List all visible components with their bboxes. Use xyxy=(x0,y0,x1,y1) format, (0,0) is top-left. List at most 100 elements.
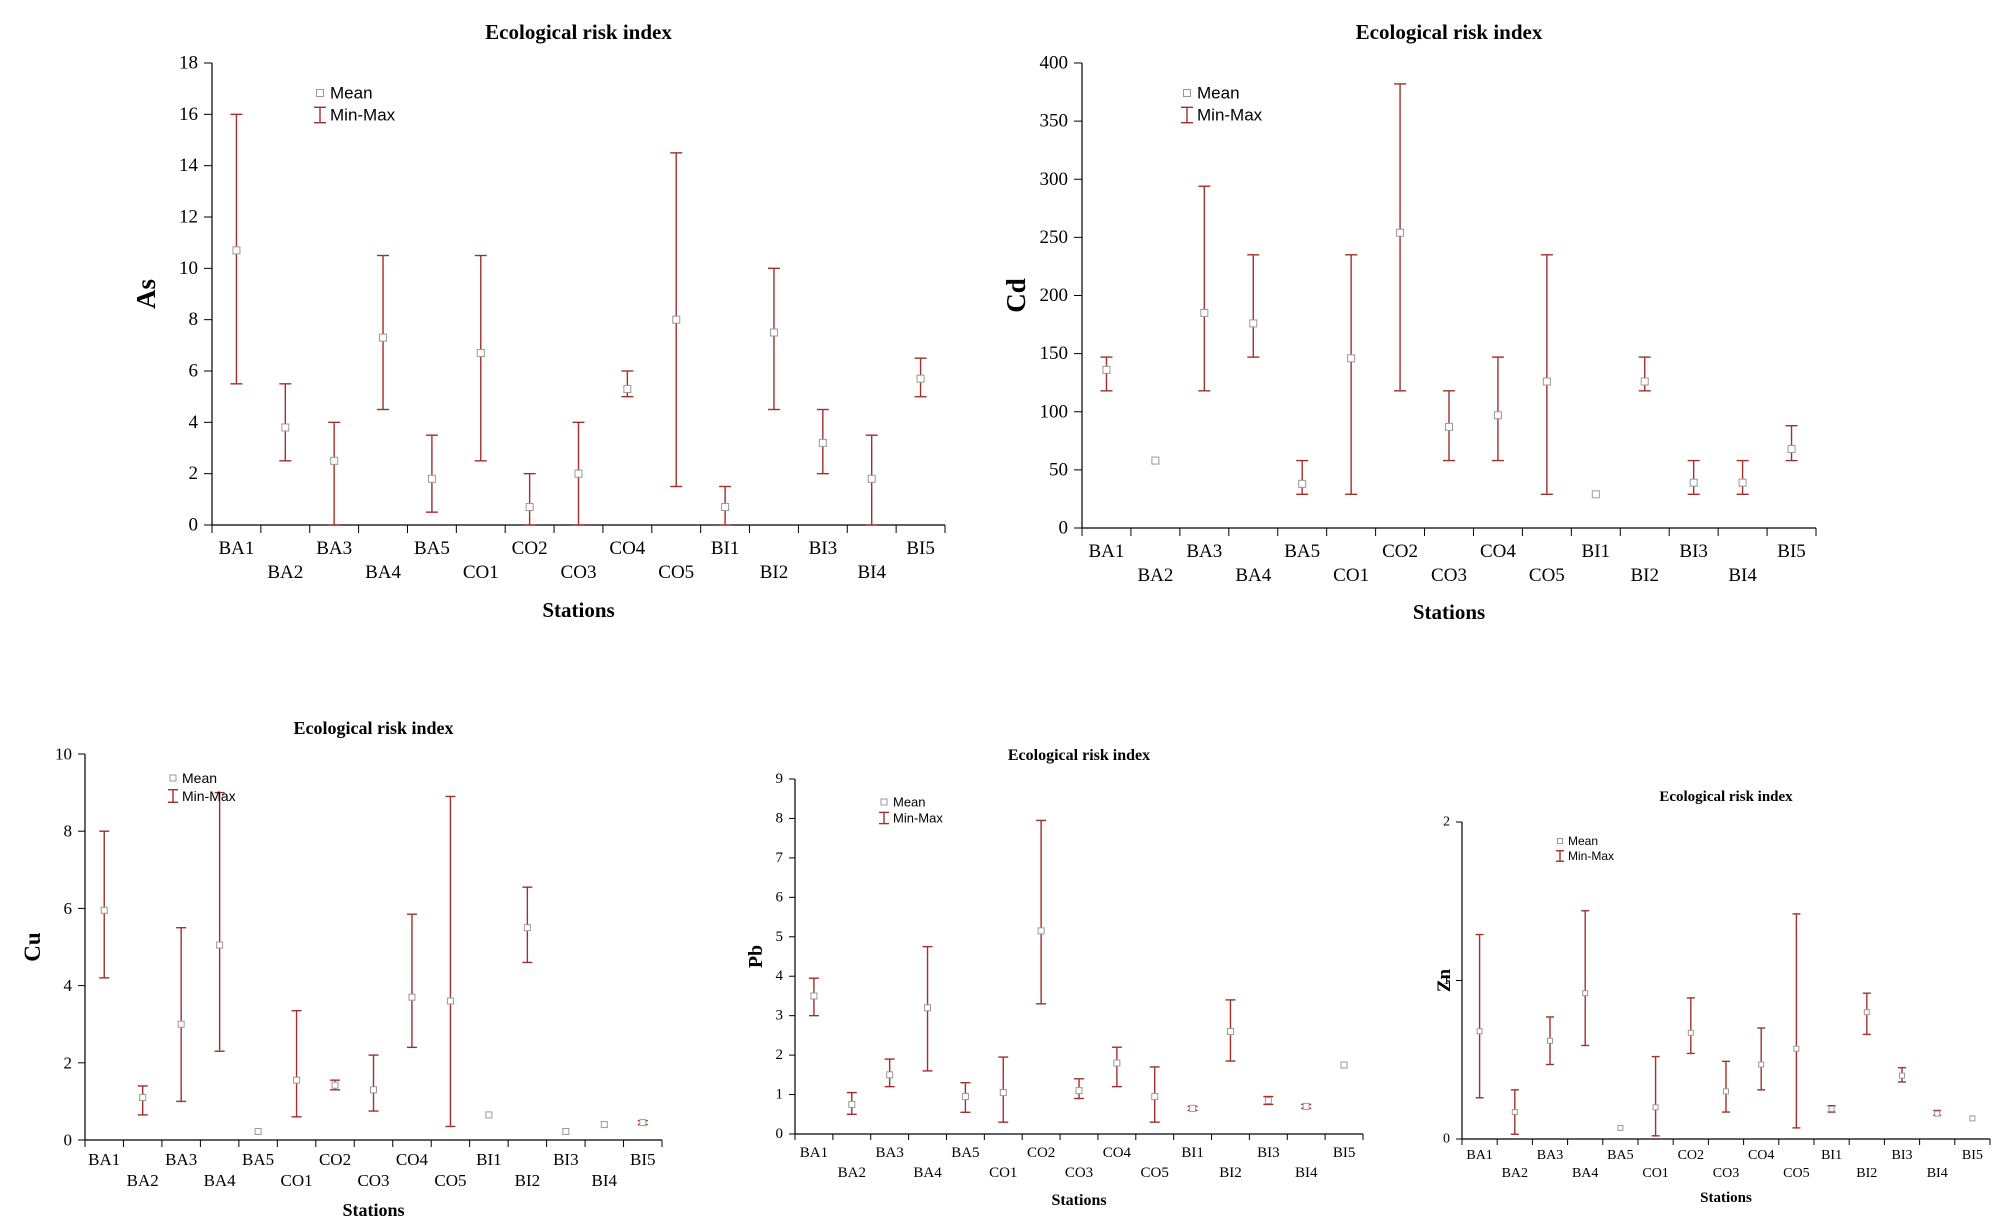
zn-mean-point-bi3 xyxy=(1899,1072,1905,1079)
zn-mean-point-bi5 xyxy=(1969,1115,1976,1122)
cu-category-label-ba5: BA5 xyxy=(242,1150,274,1169)
pb-category-label-co2: CO2 xyxy=(1027,1145,1055,1161)
cd-legend-minmax-label: Min-Max xyxy=(1197,106,1263,125)
as-category-label-bi1: BI1 xyxy=(711,538,740,559)
cd-category-label-bi2: BI2 xyxy=(1630,565,1659,586)
pb-category-label-bi2: BI2 xyxy=(1219,1165,1242,1181)
as-category-label-ba4: BA4 xyxy=(365,562,401,583)
cu-mean-point-bi5 xyxy=(639,1119,647,1127)
as-legend-minmax-label: Min-Max xyxy=(330,106,396,125)
zn-category-label-ba4: BA4 xyxy=(1572,1166,1598,1181)
cu-category-label-co1: CO1 xyxy=(281,1171,313,1190)
cu-mean-point-ba5 xyxy=(254,1128,262,1136)
cu-y-tick-label: 2 xyxy=(64,1053,73,1072)
as-mean-point-ba2 xyxy=(281,423,290,432)
as-category-label-co1: CO1 xyxy=(463,562,499,583)
cd-mean-point-bi4 xyxy=(1738,478,1747,487)
cd-mean-point-ba1 xyxy=(1102,365,1111,374)
cu-category-label-bi2: BI2 xyxy=(515,1171,541,1190)
pb-category-label-bi4: BI4 xyxy=(1295,1165,1318,1181)
as-chart-panel: Ecological risk index 0 2 4 6 8 10 12 14 16 18 BA1 B… xyxy=(131,20,946,622)
cu-category-label-bi1: BI1 xyxy=(476,1150,502,1169)
cd-category-label-co1: CO1 xyxy=(1333,565,1369,586)
zn-category-label-co1: CO1 xyxy=(1642,1166,1668,1181)
zn-x-axis-label: Stations xyxy=(1700,1190,1752,1206)
cu-y-axis-label: Cu xyxy=(20,932,45,962)
pb-mean-point-co1 xyxy=(999,1089,1007,1097)
cu-legend-mean-label: Mean xyxy=(182,770,217,786)
pb-y-axis-label: Pb xyxy=(745,945,767,968)
cd-category-label-co5: CO5 xyxy=(1529,565,1565,586)
zn-category-label-bi1: BI1 xyxy=(1821,1148,1842,1163)
cd-legend-mean-label: Mean xyxy=(1197,84,1240,103)
zn-category-label-co2: CO2 xyxy=(1678,1148,1704,1163)
cu-category-label-co2: CO2 xyxy=(319,1150,351,1169)
cu-y-tick-label: 0 xyxy=(64,1131,73,1150)
cd-category-label-co2: CO2 xyxy=(1382,541,1418,562)
as-category-label-bi4: BI4 xyxy=(857,562,886,583)
as-category-label-bi2: BI2 xyxy=(760,562,789,583)
zn-mean-point-ba3 xyxy=(1547,1037,1553,1044)
zn-y-tick-label: 0 xyxy=(1443,1132,1450,1147)
pb-y-tick-label: 7 xyxy=(776,850,784,866)
cd-mean-point-bi5 xyxy=(1787,444,1796,453)
cu-chart-title: Ecological risk index xyxy=(293,718,453,738)
cu-mean-point-co2 xyxy=(331,1081,339,1089)
cu-mean-point-bi2 xyxy=(523,924,531,932)
pb-legend-mean-label: Mean xyxy=(893,795,926,810)
zn-category-label-co3: CO3 xyxy=(1713,1166,1739,1181)
pb-category-label-co5: CO5 xyxy=(1141,1165,1169,1181)
zn-mean-point-ba4 xyxy=(1582,990,1589,997)
pb-y-tick-label: 6 xyxy=(776,889,784,905)
as-y-tick-label: 16 xyxy=(179,104,198,125)
pb-mean-point-co3 xyxy=(1075,1087,1083,1095)
cu-legend-mean-marker xyxy=(169,774,177,782)
cu-category-label-ba2: BA2 xyxy=(127,1171,159,1190)
cu-y-tick-label: 10 xyxy=(55,745,72,764)
zn-legend-mean-marker xyxy=(1557,838,1563,844)
as-category-label-ba5: BA5 xyxy=(414,538,450,559)
pb-y-tick-label: 2 xyxy=(776,1047,784,1063)
zn-mean-point-ba5 xyxy=(1617,1124,1624,1131)
pb-mean-point-ba2 xyxy=(848,1100,856,1108)
cd-mean-point-co1 xyxy=(1347,354,1356,363)
zn-legend-minmax-label: Min-Max xyxy=(1568,849,1614,863)
pb-chart-title: Ecological risk index xyxy=(1008,747,1150,764)
cd-mean-point-co2 xyxy=(1396,228,1405,237)
zn-category-label-ba3: BA3 xyxy=(1537,1148,1563,1163)
cd-category-label-bi4: BI4 xyxy=(1728,565,1757,586)
zn-chart-panel: Ecological risk index 0 1 2 BA1 BA2 BA3 BA4 BA5 C… xyxy=(1434,789,1991,1206)
zn-category-label-ba5: BA5 xyxy=(1607,1148,1633,1163)
cu-mean-point-co1 xyxy=(293,1076,301,1084)
zn-y-tick-label: 1 xyxy=(1443,973,1450,988)
cd-y-tick-label: 300 xyxy=(1040,169,1069,190)
cd-chart-title: Ecological risk index xyxy=(1356,20,1543,44)
cu-y-tick-label: 4 xyxy=(64,976,73,995)
cu-category-label-ba4: BA4 xyxy=(204,1171,237,1190)
pb-category-label-co4: CO4 xyxy=(1103,1145,1132,1161)
as-y-tick-label: 12 xyxy=(179,207,198,228)
pb-category-label-ba5: BA5 xyxy=(951,1145,979,1161)
pb-mean-point-bi2 xyxy=(1226,1027,1234,1035)
zn-y-tick-label: 2 xyxy=(1443,815,1450,830)
pb-y-tick-label: 0 xyxy=(776,1126,784,1142)
pb-x-axis-label: Stations xyxy=(1051,1192,1106,1209)
as-mean-point-bi2 xyxy=(769,328,778,337)
as-legend: Mean Min-Max xyxy=(314,84,396,125)
as-mean-point-bi4 xyxy=(867,474,876,483)
pb-category-label-bi5: BI5 xyxy=(1333,1145,1356,1161)
cu-category-label-co4: CO4 xyxy=(396,1150,429,1169)
zn-mean-point-co1 xyxy=(1652,1104,1659,1111)
cu-mean-point-ba2 xyxy=(139,1094,147,1102)
cu-legend: Mean Min-Max xyxy=(168,770,236,804)
cu-y-tick-label: 8 xyxy=(64,822,73,841)
zn-mean-point-bi4 xyxy=(1934,1110,1941,1117)
cu-legend-minmax-label: Min-Max xyxy=(182,788,236,804)
zn-category-label-co5: CO5 xyxy=(1783,1166,1809,1181)
pb-category-label-ba3: BA3 xyxy=(875,1145,903,1161)
pb-chart-panel: Ecological risk index 0 1 2 3 4 5 6 7 8 9 BA1 BA2 BA3… xyxy=(745,747,1364,1209)
cd-legend: Mean Min-Max xyxy=(1181,84,1263,125)
as-y-tick-label: 14 xyxy=(179,155,199,176)
cd-mean-point-ba2 xyxy=(1151,456,1160,465)
cu-mean-point-co5 xyxy=(446,997,454,1005)
